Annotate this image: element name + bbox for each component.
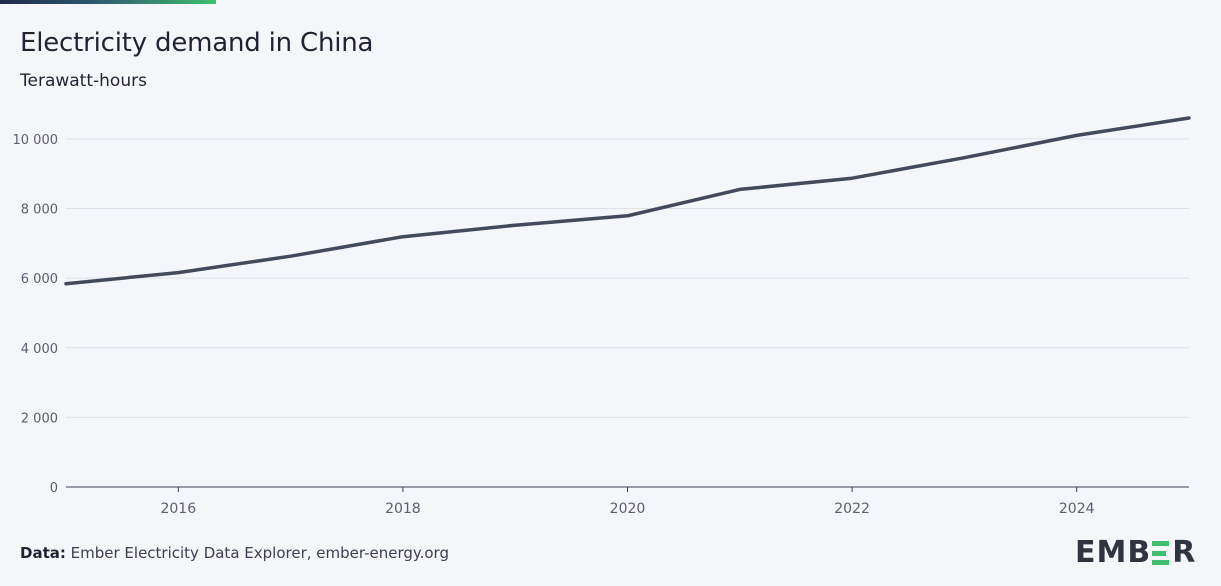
y-tick-label: 2 000 (21, 411, 58, 426)
y-tick-label: 8 000 (21, 203, 58, 218)
x-tick-label: 2016 (160, 501, 196, 517)
logo-text-end: R (1172, 535, 1197, 570)
chart-subtitle: Terawatt-hours (20, 71, 147, 91)
logo-text-start: EMB (1075, 535, 1152, 570)
series-line (64, 116, 1191, 286)
y-tick-label: 0 (50, 481, 58, 496)
ember-logo: EMB R (1075, 538, 1196, 568)
y-tick-label: 10 000 (13, 133, 59, 148)
series-lines (64, 116, 1191, 286)
x-tick-label: 2022 (834, 501, 870, 517)
y-tick-label: 4 000 (21, 342, 58, 357)
y-tick-label: 6 000 (21, 272, 58, 287)
x-tick-label: 2024 (1059, 501, 1095, 517)
source-label: Data: (20, 544, 66, 562)
x-axis-ticks: 2016 2018 2020 2022 2024 (160, 487, 1095, 517)
y-axis-ticks: 0 2 000 4 000 6 000 8 000 10 000 (13, 133, 59, 496)
source-text: Ember Electricity Data Explorer, ember-e… (65, 544, 449, 562)
source-note: Data: Ember Electricity Data Explorer, e… (20, 544, 449, 562)
chart-title: Electricity demand in China (20, 28, 374, 58)
grid-lines (66, 138, 1189, 418)
accent-bar (0, 0, 216, 4)
x-tick-label: 2020 (610, 501, 646, 517)
logo-e-mark (1152, 541, 1170, 565)
x-tick-label: 2018 (385, 501, 421, 517)
